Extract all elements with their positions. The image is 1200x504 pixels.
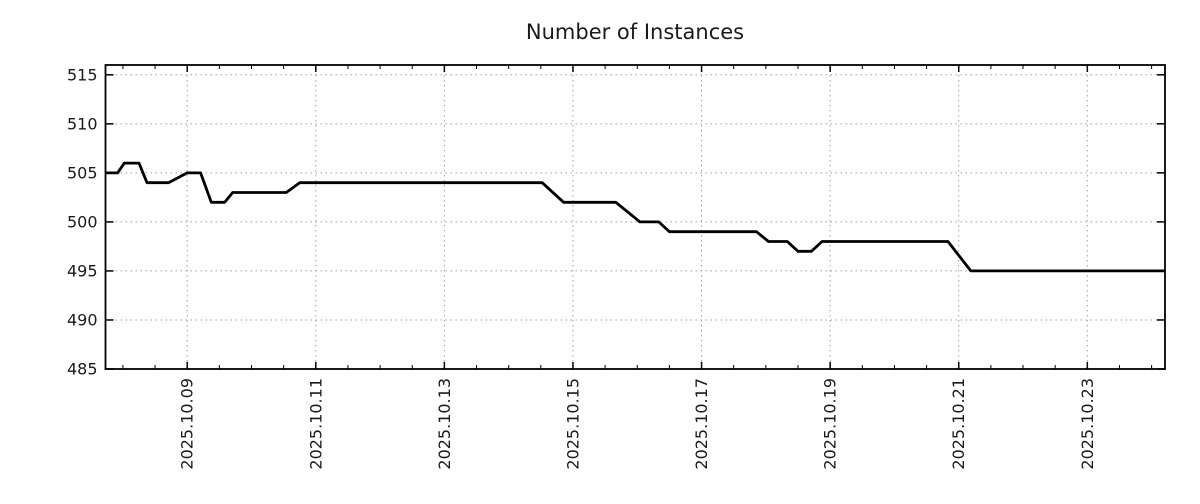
x-tick-label: 2025.10.19	[821, 378, 840, 470]
plot-frame	[104, 64, 1166, 370]
y-tick-label: 515	[67, 65, 98, 84]
x-tick-label: 2025.10.21	[949, 378, 968, 470]
x-tick-label: 2025.10.17	[692, 378, 711, 470]
y-tick-label: 510	[67, 114, 98, 133]
x-tick-label: 2025.10.09	[178, 378, 197, 470]
y-tick-label: 495	[67, 261, 98, 280]
x-tick-label: 2025.10.11	[306, 378, 325, 470]
chart-title: Number of Instances	[526, 20, 744, 44]
series-polyline-instances	[105, 161, 1165, 273]
y-tick-label: 505	[67, 163, 98, 182]
series-line	[105, 161, 1165, 273]
axis-labels: 485 490 495 500 505 510 515 2025.10.09 2025.10.1…	[67, 65, 1097, 469]
x-tick-label: 2025.10.23	[1078, 378, 1097, 470]
x-tick-label: 2025.10.15	[563, 378, 582, 470]
y-tick-label: 490	[67, 310, 98, 329]
gridlines	[105, 65, 1165, 369]
x-tick-label: 2025.10.13	[435, 378, 454, 470]
plot-border	[104, 64, 1166, 370]
y-tick-label: 485	[67, 360, 98, 379]
y-tick-label: 500	[67, 212, 98, 231]
